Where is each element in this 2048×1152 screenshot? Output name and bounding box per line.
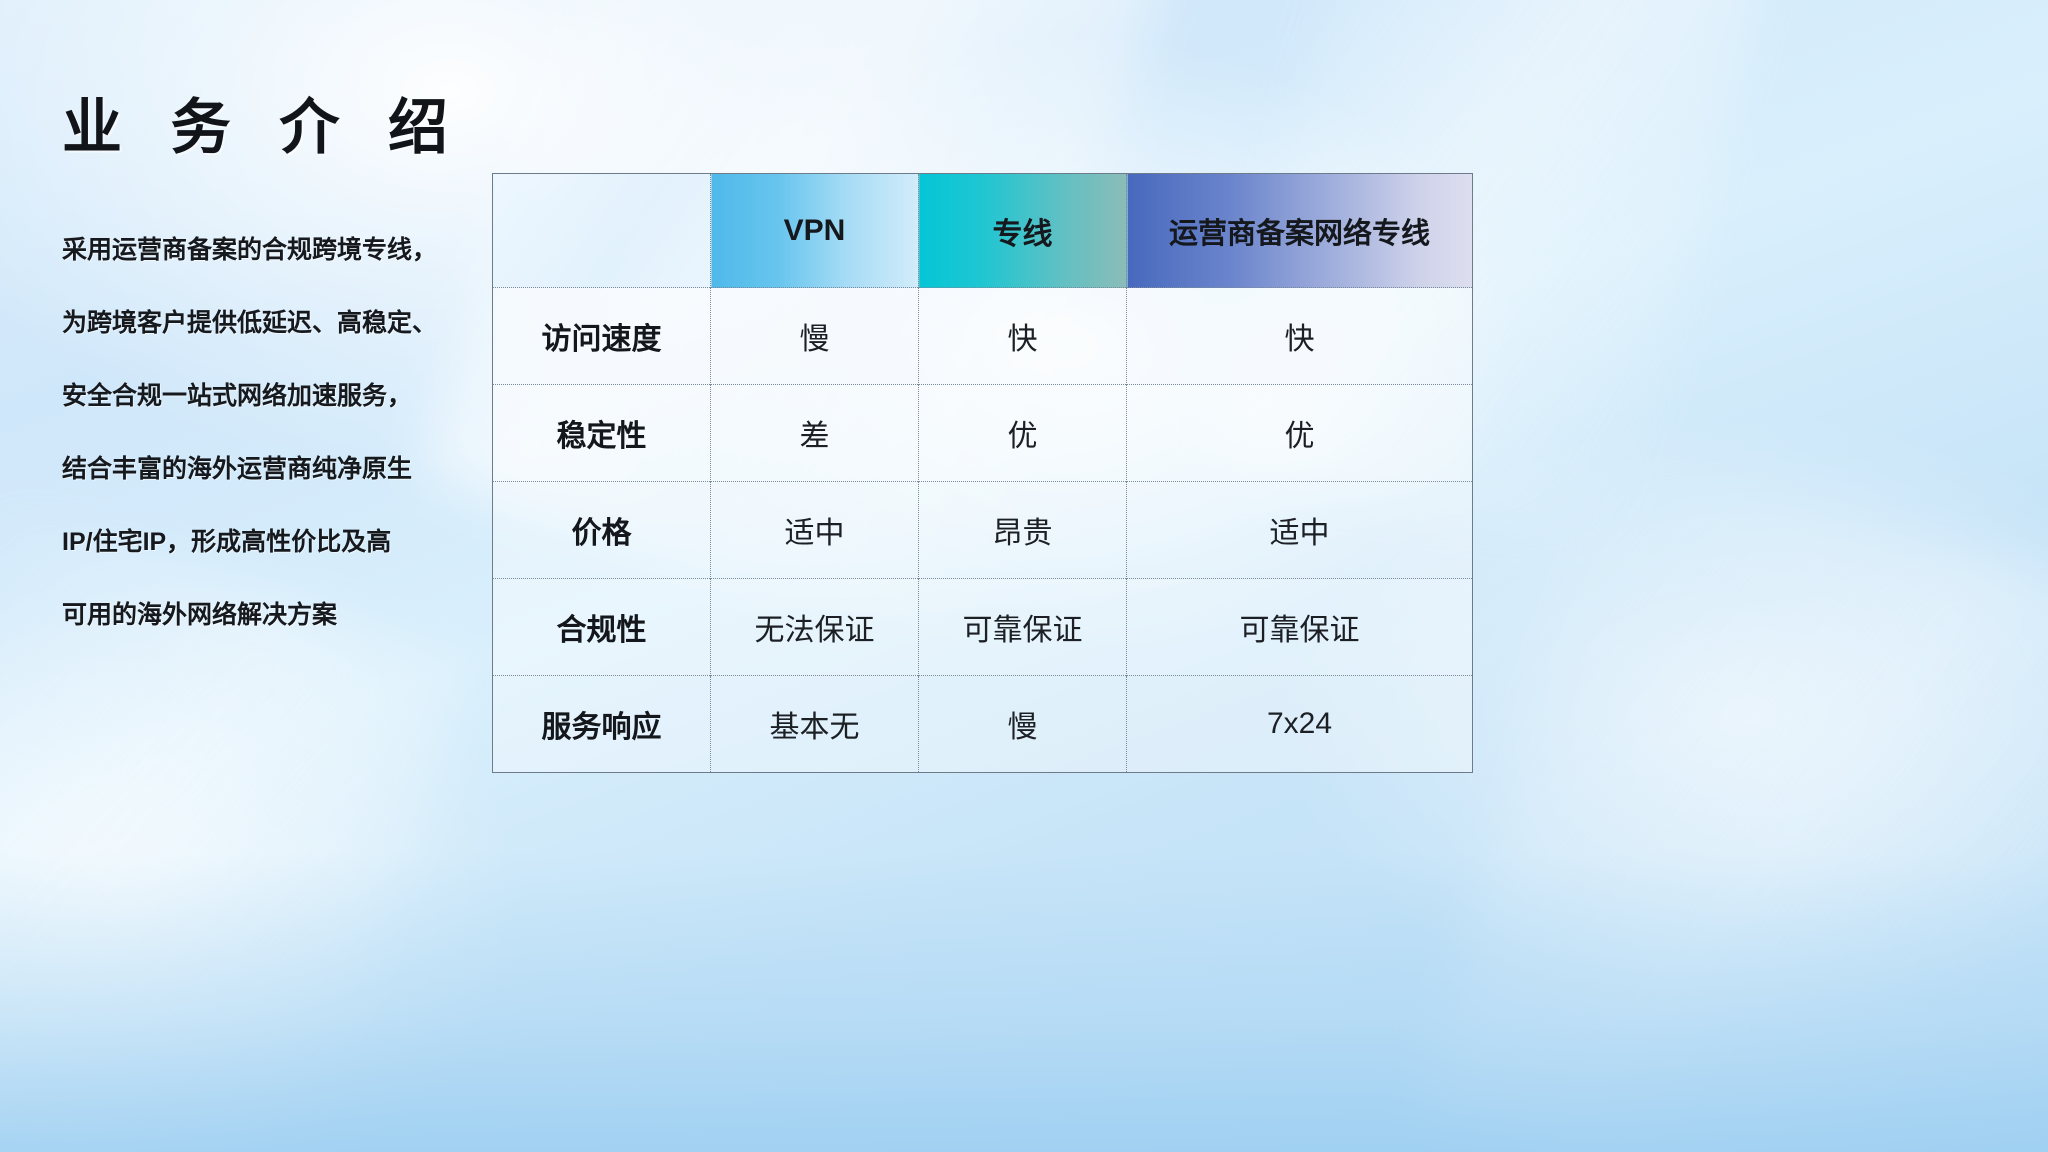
intro-line-2: 为跨境客户提供低延迟、高稳定、 xyxy=(62,309,438,337)
cell-vpn-compliance: 无法保证 xyxy=(710,578,919,676)
table-header: VPN 专线 运营商备案网络专线 xyxy=(492,173,1473,288)
cell-operator-stability: 优 xyxy=(1126,384,1473,482)
intro-line-6: 可用的海外网络解决方案 xyxy=(62,601,338,629)
row-label-compliance: 合规性 xyxy=(492,578,711,676)
intro-paragraph: 采用运营商备案的合规跨境专线， 为跨境客户提供低延迟、高稳定、 安全合规一站式网… xyxy=(62,238,482,628)
cell-line-price: 昂贵 xyxy=(918,481,1127,579)
table-header-line: 专线 xyxy=(918,173,1127,288)
cell-vpn-access-speed: 慢 xyxy=(710,287,919,385)
table-row: 价格 适中 昂贵 适中 xyxy=(492,481,1473,579)
table-header-operator: 运营商备案网络专线 xyxy=(1126,173,1473,288)
cell-operator-access-speed: 快 xyxy=(1126,287,1473,385)
table-header-vpn: VPN xyxy=(710,173,919,288)
cell-line-service-response: 慢 xyxy=(918,675,1127,773)
cell-vpn-stability: 差 xyxy=(710,384,919,482)
table-row: 服务响应 基本无 慢 7x24 xyxy=(492,675,1473,773)
cell-operator-compliance: 可靠保证 xyxy=(1126,578,1473,676)
comparison-table: VPN 专线 运营商备案网络专线 访问速度 慢 快 快 稳定性 差 优 优 价格… xyxy=(492,173,1473,773)
table-body: 访问速度 慢 快 快 稳定性 差 优 优 价格 适中 昂贵 适中 合规性 无法保… xyxy=(492,287,1473,773)
intro-line-5: IP/住宅IP，形成高性价比及高 xyxy=(62,528,392,556)
background-bottom-wash xyxy=(0,852,2048,1152)
page-title: 业 务 介 绍 xyxy=(62,94,465,162)
intro-line-3: 安全合规一站式网络加速服务， xyxy=(62,382,413,410)
table-row: 稳定性 差 优 优 xyxy=(492,384,1473,482)
cell-line-compliance: 可靠保证 xyxy=(918,578,1127,676)
row-label-price: 价格 xyxy=(492,481,711,579)
cell-operator-price: 适中 xyxy=(1126,481,1473,579)
cell-line-access-speed: 快 xyxy=(918,287,1127,385)
intro-line-4: 结合丰富的海外运营商纯净原生 xyxy=(62,455,413,483)
table-row: 访问速度 慢 快 快 xyxy=(492,287,1473,385)
row-label-access-speed: 访问速度 xyxy=(492,287,711,385)
cell-operator-service-response: 7x24 xyxy=(1126,675,1473,773)
table-header-blank xyxy=(492,173,711,288)
cell-line-stability: 优 xyxy=(918,384,1127,482)
intro-line-1: 采用运营商备案的合规跨境专线， xyxy=(62,236,438,264)
background-sheen-d xyxy=(1415,448,2048,1152)
cell-vpn-price: 适中 xyxy=(710,481,919,579)
cell-vpn-service-response: 基本无 xyxy=(710,675,919,773)
row-label-stability: 稳定性 xyxy=(492,384,711,482)
table-header-row: VPN 专线 运营商备案网络专线 xyxy=(492,173,1473,288)
row-label-service-response: 服务响应 xyxy=(492,675,711,773)
table-row: 合规性 无法保证 可靠保证 可靠保证 xyxy=(492,578,1473,676)
